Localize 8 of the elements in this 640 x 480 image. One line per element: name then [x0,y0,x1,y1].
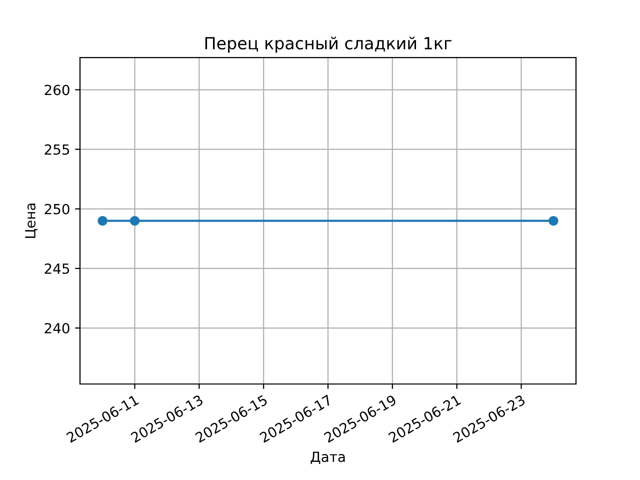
y-tick-label: 260 [44,84,70,96]
y-axis-title: Цена [25,204,38,238]
y-tick-label: 245 [44,263,70,274]
y-tick-label: 255 [44,144,70,155]
chart-title: Перец красный сладкий 1кг [205,36,452,53]
x-axis-title: Дата [310,452,345,464]
y-tick-label: 240 [44,322,70,334]
y-tick-label: 250 [44,204,70,214]
